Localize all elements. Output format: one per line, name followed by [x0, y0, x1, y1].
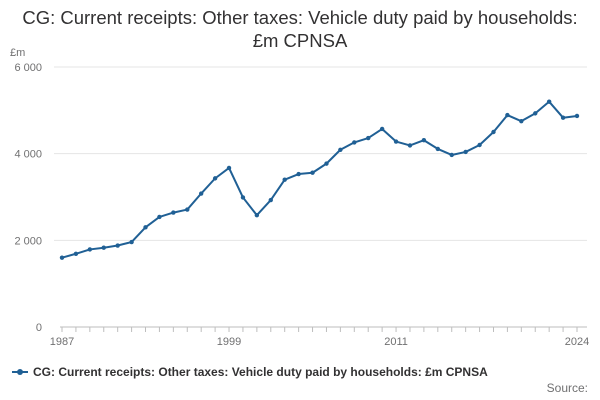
chart-title: CG: Current receipts: Other taxes: Vehic…	[22, 7, 578, 51]
data-point-1991[interactable]	[115, 243, 120, 248]
data-point-2009[interactable]	[366, 135, 371, 141]
data-point-1987[interactable]	[59, 255, 65, 260]
data-point-2002[interactable]	[268, 197, 273, 203]
data-point-1996[interactable]	[185, 207, 190, 212]
data-point-2006[interactable]	[324, 161, 329, 166]
y-tick-label: 0	[36, 322, 42, 334]
data-point-2022[interactable]	[546, 99, 552, 104]
y-tick-label: 6 000	[14, 62, 42, 74]
data-point-2024[interactable]	[574, 113, 580, 119]
axes: 0 2 000 4 000 6 000 1987 1999 2011 2024	[14, 62, 589, 348]
data-point-2008[interactable]	[352, 140, 357, 145]
y-tick-label: 4 000	[14, 149, 42, 161]
data-point-2003[interactable]	[282, 177, 287, 182]
data-point-2021[interactable]	[533, 111, 538, 116]
x-tick-label: 1987	[50, 336, 74, 348]
data-point-1995[interactable]	[171, 210, 176, 215]
data-point-1998[interactable]	[212, 176, 218, 181]
source-label: Source:	[546, 381, 588, 395]
data-point-2011[interactable]	[393, 139, 399, 144]
data-point-1997[interactable]	[198, 191, 204, 196]
data-point-2020[interactable]	[519, 118, 524, 124]
data-point-2005[interactable]	[310, 170, 315, 175]
data-point-1999[interactable]	[226, 165, 232, 171]
x-tick-label: 1999	[217, 336, 241, 348]
x-tick-label: 2024	[565, 336, 589, 348]
legend-swatch	[12, 367, 28, 377]
data-point-2010[interactable]	[379, 126, 385, 132]
data-point-2017[interactable]	[477, 142, 482, 148]
data-point-1988[interactable]	[73, 251, 79, 256]
data-point-2016[interactable]	[463, 149, 468, 155]
legend[interactable]: CG: Current receipts: Other taxes: Vehic…	[12, 365, 488, 379]
data-point-2004[interactable]	[296, 171, 301, 177]
data-point-2013[interactable]	[421, 138, 427, 143]
data-point-2014[interactable]	[435, 146, 441, 152]
series-layer	[59, 99, 580, 260]
data-point-1993[interactable]	[143, 225, 148, 230]
data-point-2000[interactable]	[240, 195, 246, 200]
data-point-2015[interactable]	[449, 152, 454, 158]
y-tick-label: 2 000	[14, 235, 42, 247]
data-point-2012[interactable]	[407, 143, 413, 148]
data-point-1989[interactable]	[87, 247, 93, 252]
data-point-2019[interactable]	[505, 112, 510, 118]
legend-label: CG: Current receipts: Other taxes: Vehic…	[33, 365, 488, 379]
data-point-1994[interactable]	[157, 214, 162, 220]
y-axis-label: £m	[10, 47, 26, 59]
data-point-2007[interactable]	[338, 147, 343, 152]
grid-lines	[54, 66, 587, 241]
series-line	[61, 100, 578, 259]
data-point-2023[interactable]	[560, 115, 566, 120]
data-point-2001[interactable]	[254, 213, 260, 218]
x-tick-label: 2011	[384, 336, 408, 348]
data-point-1990[interactable]	[101, 245, 106, 250]
data-point-2018[interactable]	[491, 129, 496, 135]
data-point-1992[interactable]	[129, 239, 134, 245]
